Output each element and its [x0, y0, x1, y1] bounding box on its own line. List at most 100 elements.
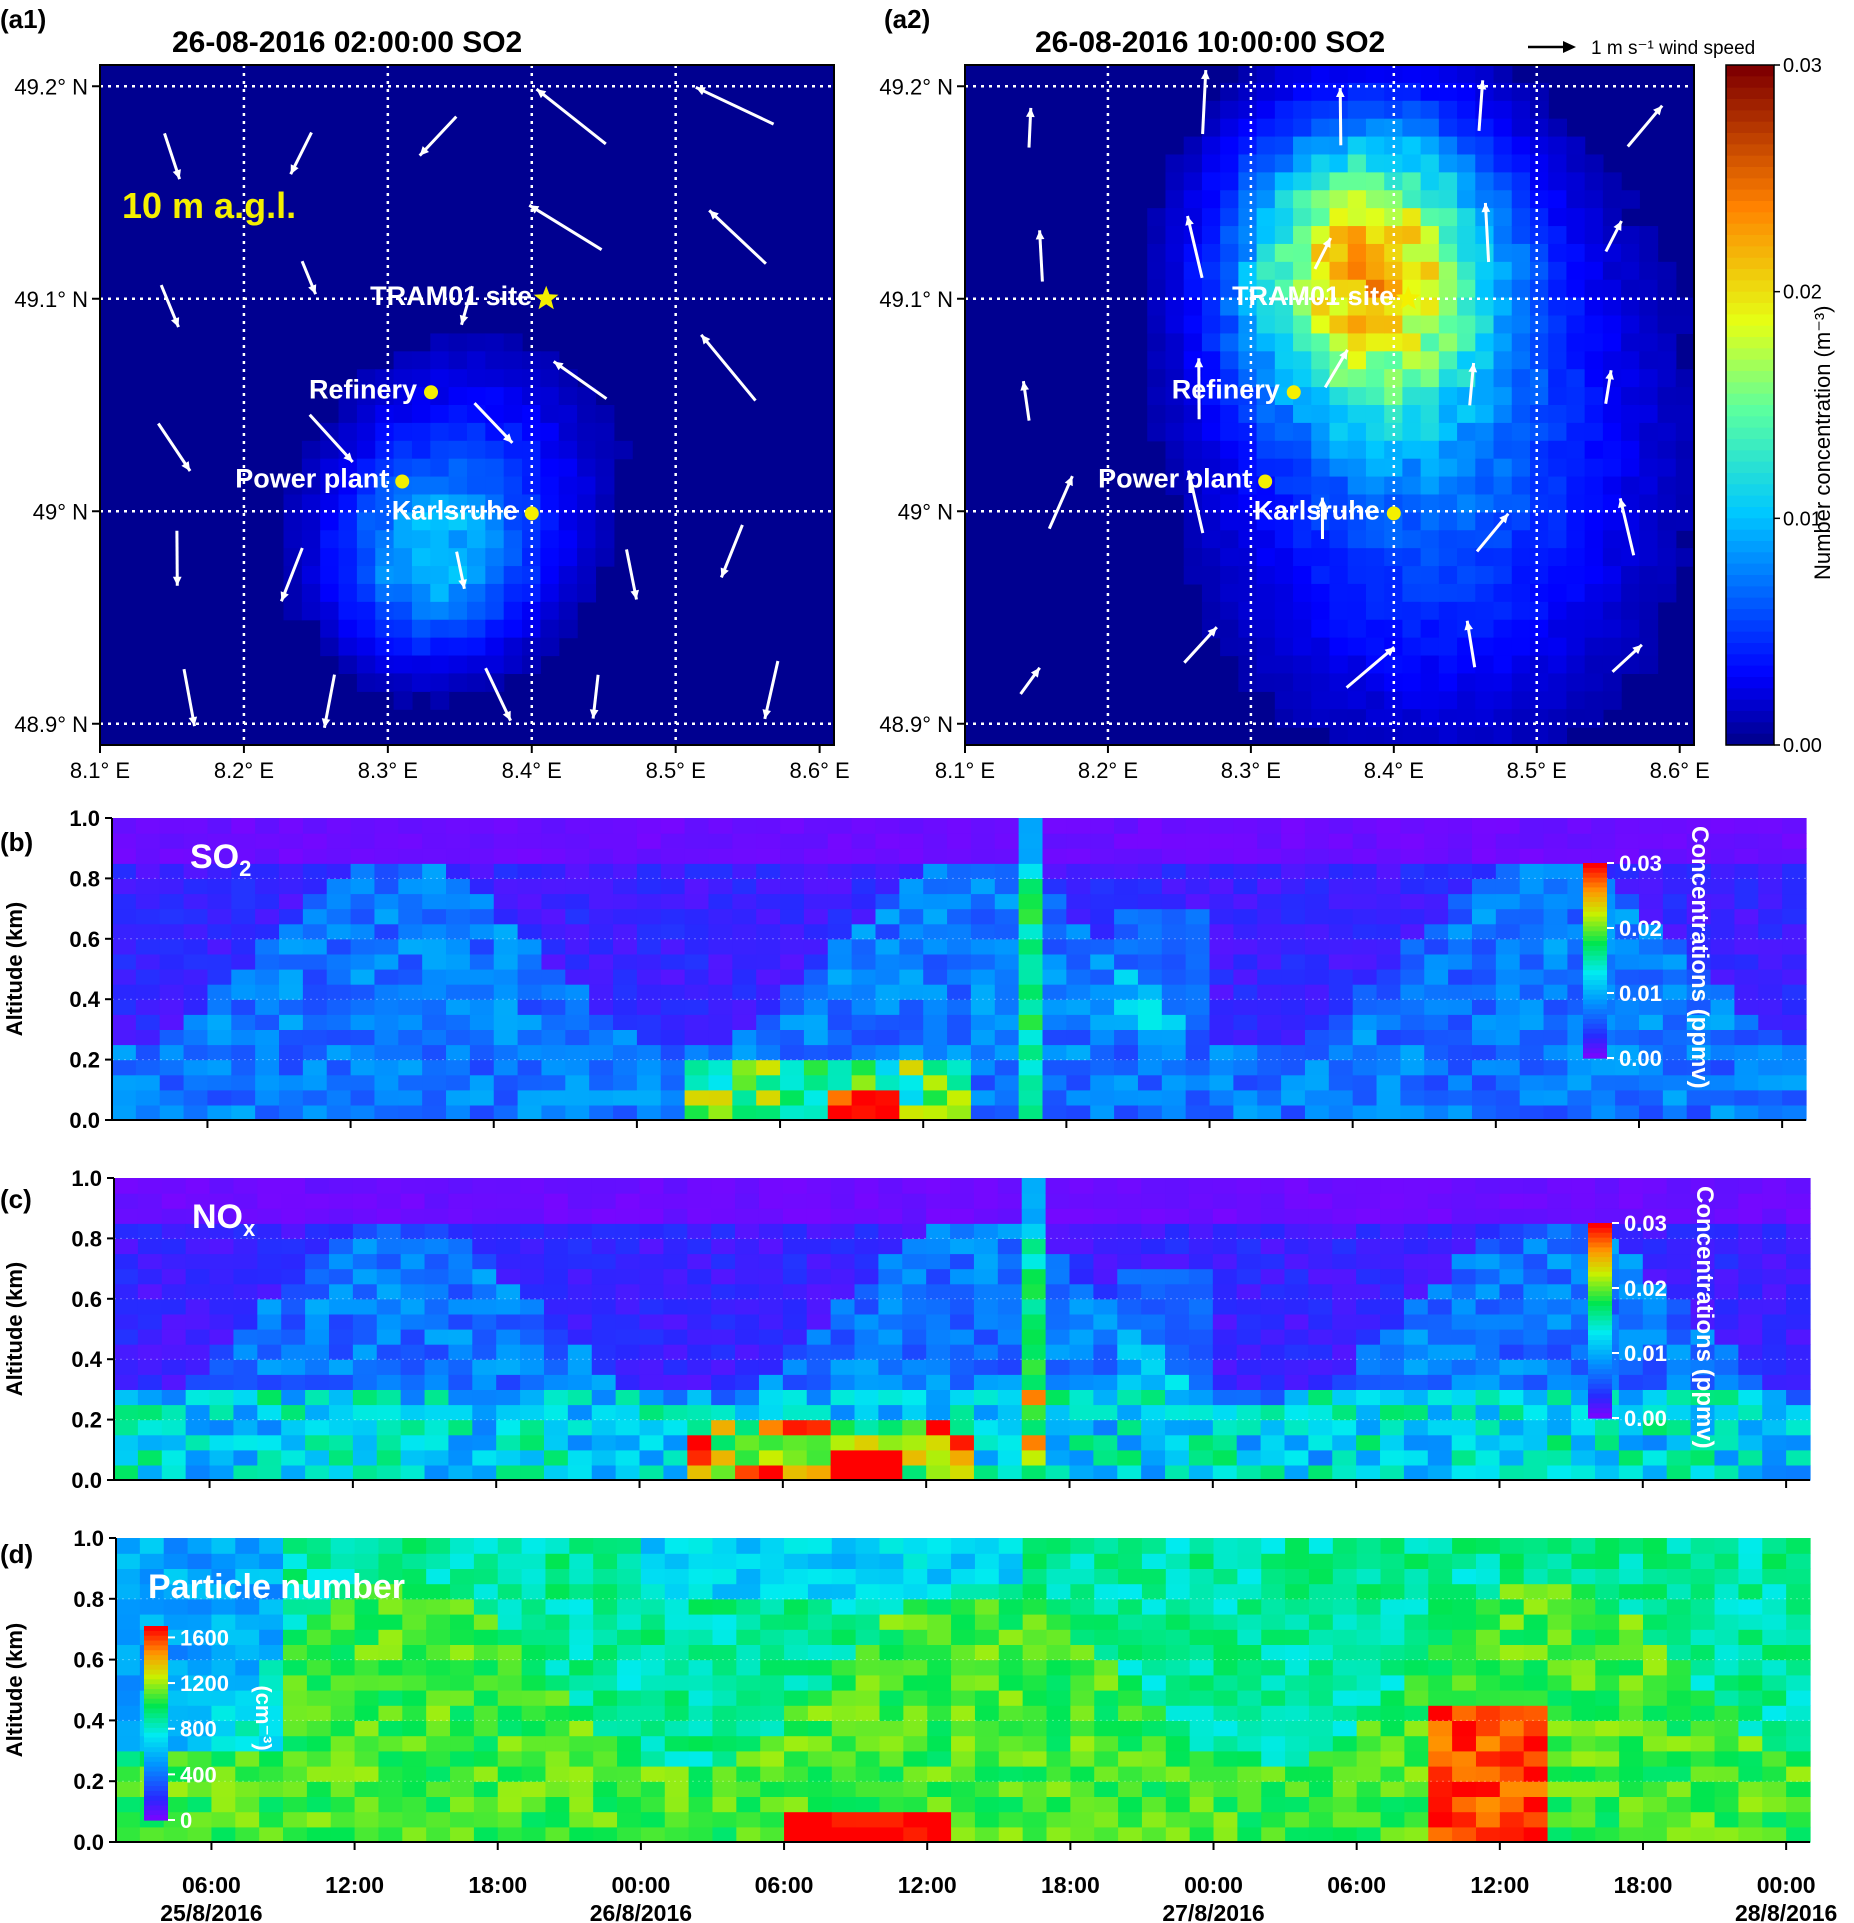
profile-cell: [997, 1253, 1023, 1270]
profile-cell: [116, 1690, 141, 1706]
map-plot-area: [100, 65, 834, 745]
profile-cell: [756, 818, 781, 834]
concentration-cell: [301, 458, 321, 478]
profile-cell: [1471, 984, 1497, 1000]
concentration-cell: [1548, 601, 1568, 621]
profile-cell: [114, 1344, 139, 1360]
profile-cell: [1117, 1464, 1142, 1481]
profile-cell: [469, 908, 495, 925]
profile-cell: [187, 1735, 213, 1752]
profile-cell: [1380, 1283, 1405, 1300]
concentration-cell: [1457, 82, 1476, 102]
profile-cell: [1571, 1419, 1596, 1436]
concentration-cell: [1657, 530, 1677, 549]
profile-cell: [374, 1104, 399, 1121]
profile-cell: [137, 1329, 163, 1345]
profile-cell: [350, 908, 376, 925]
profile-cell: [591, 1404, 617, 1421]
profile-cell: [1471, 848, 1497, 864]
profile-cell: [636, 1104, 662, 1121]
profile-cell: [281, 1298, 306, 1315]
profile-cell: [1734, 923, 1759, 940]
profile-cell: [875, 1104, 900, 1121]
profile-cell: [1066, 1014, 1091, 1030]
profile-cell: [640, 1735, 666, 1752]
profile-cell: [497, 1781, 523, 1797]
profile-cell: [1281, 863, 1306, 879]
profile-cell: [950, 1238, 975, 1255]
profile-cell: [1236, 1238, 1262, 1255]
profile-cell: [1495, 1059, 1521, 1076]
profile-cell: [376, 1449, 402, 1466]
profile-cell: [352, 1449, 378, 1466]
profile-cell: [1188, 1464, 1214, 1481]
profile-cell: [589, 1074, 614, 1091]
profile-cell: [1615, 848, 1640, 864]
profile-cell: [279, 1029, 304, 1046]
profile-cell: [660, 938, 686, 955]
profile-cell: [426, 1826, 451, 1843]
profile-cell: [1475, 1359, 1501, 1375]
concentration-cell: [1238, 190, 1258, 209]
profile-cell: [450, 1750, 475, 1767]
profile-cell: [735, 1449, 760, 1466]
profile-cell: [640, 1568, 666, 1585]
concentration-cell: [1457, 422, 1476, 442]
colorbar-segment: [1588, 1330, 1612, 1336]
profile-cell: [926, 1344, 951, 1360]
profile-cell: [569, 1568, 594, 1585]
profile-cell: [684, 893, 710, 910]
profile-cell: [970, 893, 996, 910]
concentration-cell: [1311, 476, 1331, 496]
profile-cell: [281, 1434, 306, 1451]
wind-reference-label: 1 m s⁻¹ wind speed: [1591, 38, 1755, 59]
profile-cell: [639, 1313, 665, 1330]
colorbar-segment: [1588, 1369, 1612, 1375]
concentration-cell: [1220, 261, 1239, 281]
concentration-cell: [1183, 297, 1203, 317]
profile-cell: [259, 1766, 284, 1782]
profile-cell: [283, 1781, 308, 1797]
profile-cell: [1212, 1389, 1238, 1406]
concentration-cell: [1475, 243, 1495, 263]
profile-cell: [970, 923, 996, 940]
profile-cell: [1714, 1268, 1739, 1285]
profile-cell: [732, 1074, 757, 1091]
profile-cell: [352, 1344, 378, 1360]
concentration-cell: [1438, 530, 1458, 549]
profile-cell: [305, 1193, 330, 1209]
profile-cell: [1710, 893, 1736, 910]
profile-cell: [708, 1059, 733, 1076]
profile-cell: [1185, 1104, 1211, 1121]
profile-cell: [1714, 1374, 1739, 1390]
profile-cell: [1165, 1464, 1190, 1481]
concentration-cell: [1548, 637, 1568, 657]
profile-cell: [302, 984, 328, 1000]
concentration-cell: [1457, 458, 1476, 478]
y-tick-label: 0.4: [71, 1347, 102, 1372]
profile-cell: [1352, 908, 1378, 925]
concentration-cell: [1420, 566, 1440, 585]
profile-cell: [330, 1750, 356, 1767]
profile-cell: [306, 1659, 332, 1676]
concentration-cell: [485, 387, 505, 406]
profile-cell: [1638, 1044, 1664, 1061]
profile-cell: [1161, 818, 1187, 834]
profile-cell: [830, 1434, 856, 1451]
profile-cell: [231, 1074, 256, 1091]
profile-cell: [520, 1434, 545, 1451]
concentration-cell: [375, 405, 395, 424]
profile-cell: [735, 1464, 760, 1481]
profile-cell: [183, 1059, 209, 1076]
profile-cell: [235, 1538, 260, 1554]
concentration-cell: [1639, 279, 1659, 299]
profile-cell: [1471, 999, 1497, 1015]
concentration-cell: [1602, 405, 1622, 424]
profile-cell: [352, 1238, 378, 1255]
profile-cell: [1690, 1464, 1716, 1481]
profile-cell: [806, 1359, 832, 1375]
profile-cell: [1304, 1089, 1330, 1106]
concentration-cell: [540, 637, 560, 657]
wind-arrowhead: [1499, 513, 1509, 524]
concentration-cell: [1329, 100, 1349, 120]
